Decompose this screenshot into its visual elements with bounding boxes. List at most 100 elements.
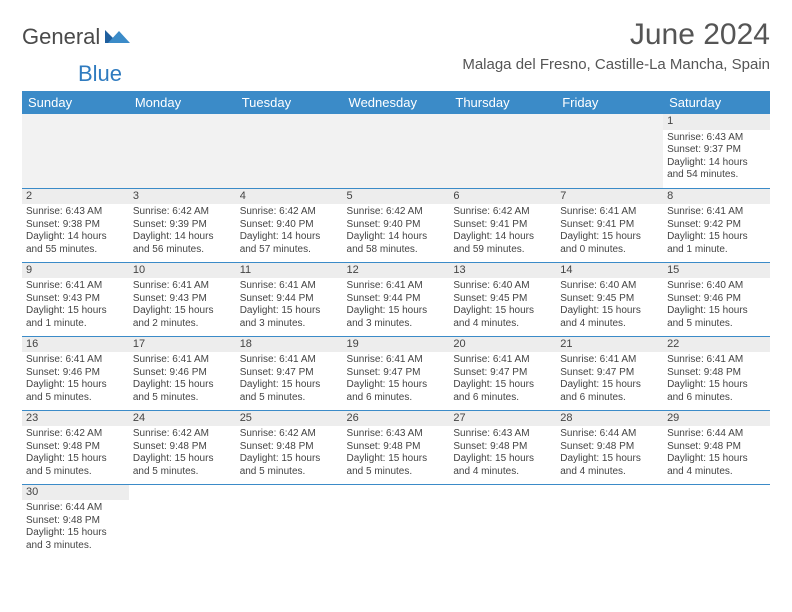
daylight-text: and 1 minute.	[667, 244, 766, 257]
day-number: 6	[449, 189, 556, 205]
day-number: 24	[129, 411, 236, 427]
calendar-day-cell	[343, 114, 450, 188]
calendar-day-cell	[343, 484, 450, 558]
daylight-text: Daylight: 14 hours	[347, 231, 446, 244]
calendar-day-cell: 10Sunrise: 6:41 AMSunset: 9:43 PMDayligh…	[129, 262, 236, 336]
sunrise-text: Sunrise: 6:41 AM	[453, 354, 552, 367]
day-number: 16	[22, 337, 129, 353]
daylight-text: Daylight: 15 hours	[26, 453, 125, 466]
daylight-text: and 56 minutes.	[133, 244, 232, 257]
sunset-text: Sunset: 9:48 PM	[26, 441, 125, 454]
daylight-text: Daylight: 15 hours	[667, 379, 766, 392]
calendar-day-cell: 30Sunrise: 6:44 AMSunset: 9:48 PMDayligh…	[22, 484, 129, 558]
day-number: 12	[343, 263, 450, 279]
sunset-text: Sunset: 9:42 PM	[667, 219, 766, 232]
day-number: 15	[663, 263, 770, 279]
daylight-text: and 4 minutes.	[453, 466, 552, 479]
daylight-text: Daylight: 14 hours	[453, 231, 552, 244]
sunrise-text: Sunrise: 6:41 AM	[560, 206, 659, 219]
calendar-day-cell: 20Sunrise: 6:41 AMSunset: 9:47 PMDayligh…	[449, 336, 556, 410]
day-number: 9	[22, 263, 129, 279]
sunset-text: Sunset: 9:39 PM	[133, 219, 232, 232]
daylight-text: and 6 minutes.	[347, 392, 446, 405]
brand-logo: General	[22, 18, 132, 50]
daylight-text: and 3 minutes.	[347, 318, 446, 331]
daylight-text: and 6 minutes.	[667, 392, 766, 405]
sunset-text: Sunset: 9:45 PM	[560, 293, 659, 306]
calendar-day-cell	[129, 484, 236, 558]
sunrise-text: Sunrise: 6:42 AM	[133, 206, 232, 219]
sunrise-text: Sunrise: 6:41 AM	[240, 280, 339, 293]
calendar-day-cell	[236, 114, 343, 188]
daylight-text: and 0 minutes.	[560, 244, 659, 257]
daylight-text: Daylight: 15 hours	[240, 453, 339, 466]
sunrise-text: Sunrise: 6:41 AM	[667, 354, 766, 367]
calendar-day-cell: 19Sunrise: 6:41 AMSunset: 9:47 PMDayligh…	[343, 336, 450, 410]
calendar-day-cell: 25Sunrise: 6:42 AMSunset: 9:48 PMDayligh…	[236, 410, 343, 484]
calendar-day-cell: 5Sunrise: 6:42 AMSunset: 9:40 PMDaylight…	[343, 188, 450, 262]
daylight-text: and 5 minutes.	[26, 392, 125, 405]
day-number: 27	[449, 411, 556, 427]
day-number: 13	[449, 263, 556, 279]
sunset-text: Sunset: 9:46 PM	[26, 367, 125, 380]
sunset-text: Sunset: 9:48 PM	[133, 441, 232, 454]
day-number: 17	[129, 337, 236, 353]
sunrise-text: Sunrise: 6:43 AM	[453, 428, 552, 441]
calendar-day-cell: 17Sunrise: 6:41 AMSunset: 9:46 PMDayligh…	[129, 336, 236, 410]
sunset-text: Sunset: 9:48 PM	[667, 367, 766, 380]
sunrise-text: Sunrise: 6:41 AM	[240, 354, 339, 367]
day-number: 5	[343, 189, 450, 205]
calendar-day-cell: 13Sunrise: 6:40 AMSunset: 9:45 PMDayligh…	[449, 262, 556, 336]
calendar-week-row: 2Sunrise: 6:43 AMSunset: 9:38 PMDaylight…	[22, 188, 770, 262]
weekday-header: Wednesday	[343, 91, 450, 114]
calendar-week-row: 23Sunrise: 6:42 AMSunset: 9:48 PMDayligh…	[22, 410, 770, 484]
sunrise-text: Sunrise: 6:41 AM	[347, 280, 446, 293]
daylight-text: Daylight: 15 hours	[667, 231, 766, 244]
daylight-text: and 5 minutes.	[133, 466, 232, 479]
sunset-text: Sunset: 9:40 PM	[240, 219, 339, 232]
weekday-header: Friday	[556, 91, 663, 114]
calendar-day-cell: 27Sunrise: 6:43 AMSunset: 9:48 PMDayligh…	[449, 410, 556, 484]
sunrise-text: Sunrise: 6:41 AM	[133, 280, 232, 293]
calendar-day-cell	[129, 114, 236, 188]
calendar-body: 1Sunrise: 6:43 AMSunset: 9:37 PMDaylight…	[22, 114, 770, 558]
daylight-text: Daylight: 15 hours	[347, 453, 446, 466]
sunset-text: Sunset: 9:37 PM	[667, 144, 766, 157]
daylight-text: Daylight: 15 hours	[240, 305, 339, 318]
sunset-text: Sunset: 9:41 PM	[453, 219, 552, 232]
sunset-text: Sunset: 9:40 PM	[347, 219, 446, 232]
sunset-text: Sunset: 9:44 PM	[240, 293, 339, 306]
calendar-day-cell: 29Sunrise: 6:44 AMSunset: 9:48 PMDayligh…	[663, 410, 770, 484]
daylight-text: and 58 minutes.	[347, 244, 446, 257]
calendar-day-cell	[236, 484, 343, 558]
daylight-text: and 5 minutes.	[26, 466, 125, 479]
sunrise-text: Sunrise: 6:43 AM	[667, 132, 766, 145]
daylight-text: Daylight: 15 hours	[453, 453, 552, 466]
sunrise-text: Sunrise: 6:42 AM	[26, 428, 125, 441]
sunrise-text: Sunrise: 6:41 AM	[26, 280, 125, 293]
daylight-text: and 5 minutes.	[240, 392, 339, 405]
calendar-day-cell	[556, 114, 663, 188]
daylight-text: and 5 minutes.	[133, 392, 232, 405]
day-number: 23	[22, 411, 129, 427]
sunrise-text: Sunrise: 6:40 AM	[667, 280, 766, 293]
calendar-day-cell: 4Sunrise: 6:42 AMSunset: 9:40 PMDaylight…	[236, 188, 343, 262]
weekday-header: Sunday	[22, 91, 129, 114]
calendar-week-row: 30Sunrise: 6:44 AMSunset: 9:48 PMDayligh…	[22, 484, 770, 558]
weekday-header: Monday	[129, 91, 236, 114]
daylight-text: Daylight: 14 hours	[133, 231, 232, 244]
daylight-text: Daylight: 15 hours	[560, 305, 659, 318]
sunset-text: Sunset: 9:41 PM	[560, 219, 659, 232]
day-number: 20	[449, 337, 556, 353]
daylight-text: and 4 minutes.	[560, 318, 659, 331]
daylight-text: and 5 minutes.	[667, 318, 766, 331]
sunrise-text: Sunrise: 6:41 AM	[347, 354, 446, 367]
day-number: 2	[22, 189, 129, 205]
daylight-text: and 4 minutes.	[560, 466, 659, 479]
daylight-text: and 54 minutes.	[667, 169, 766, 182]
calendar-day-cell	[22, 114, 129, 188]
day-number: 1	[663, 114, 770, 130]
daylight-text: Daylight: 15 hours	[347, 305, 446, 318]
sunset-text: Sunset: 9:43 PM	[133, 293, 232, 306]
sunset-text: Sunset: 9:47 PM	[347, 367, 446, 380]
